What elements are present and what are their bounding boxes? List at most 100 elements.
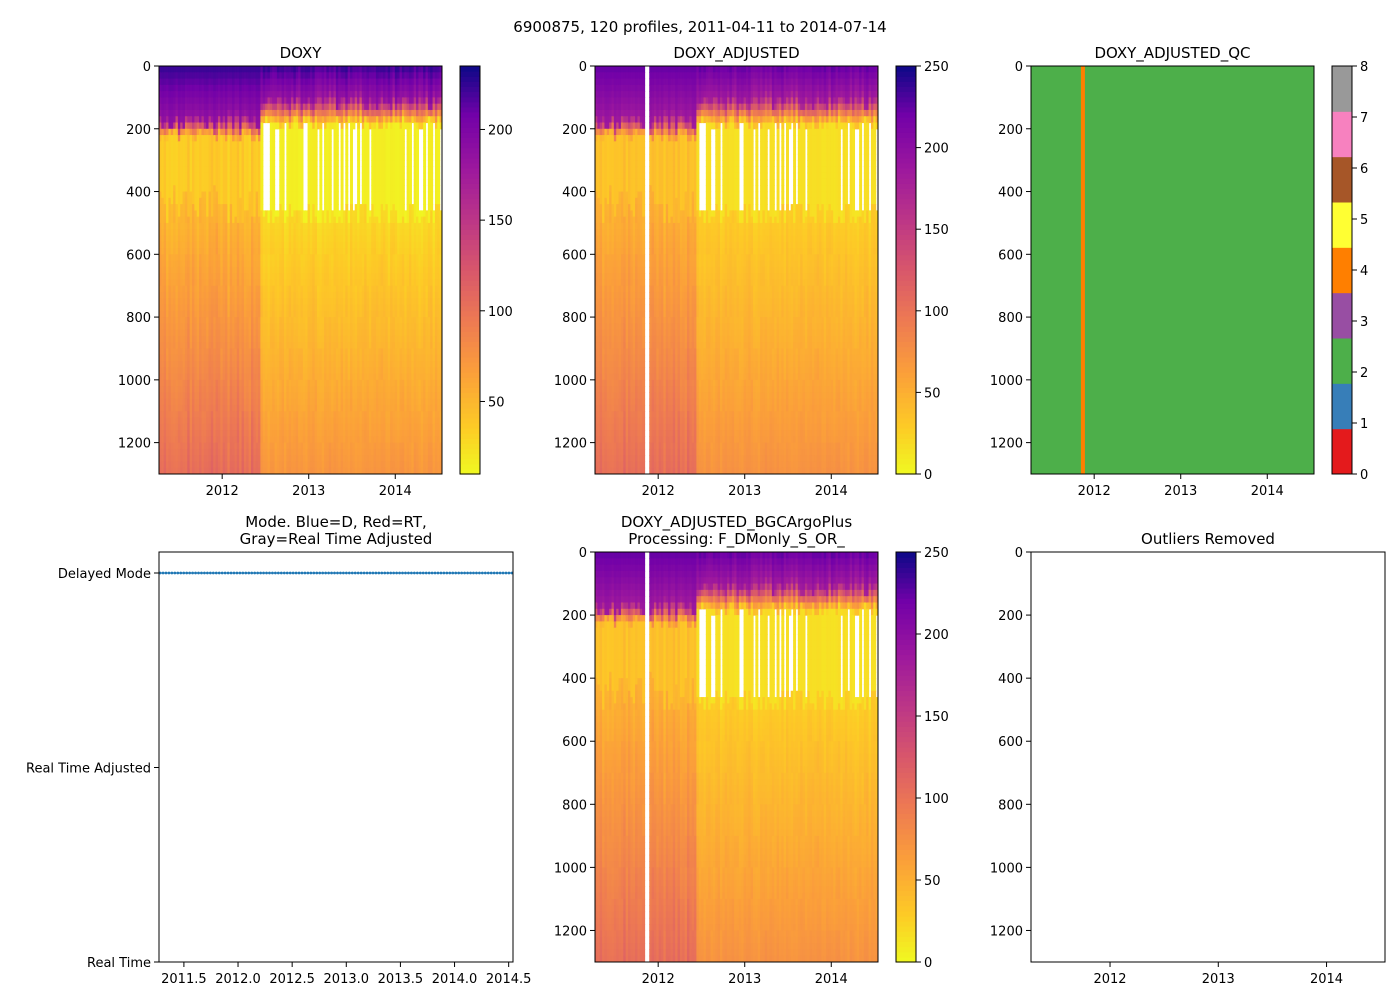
heatmap-cell: [307, 461, 311, 469]
heatmap-cell: [192, 260, 195, 268]
heatmap-cell: [201, 103, 205, 111]
heatmap-cell: [173, 348, 177, 356]
heatmap-cell: [338, 254, 342, 262]
heatmap-cell: [217, 66, 221, 73]
heatmap-cell: [326, 116, 330, 124]
heatmap-cell: [279, 379, 283, 387]
heatmap-cell: [272, 298, 276, 306]
heatmap-cell: [293, 91, 297, 98]
heatmap-cell: [319, 386, 323, 393]
heatmap-cell: [305, 398, 309, 406]
heatmap-cell: [184, 103, 188, 111]
heatmap-cell: [192, 66, 195, 73]
heatmap-cell: [312, 248, 316, 255]
heatmap-cell: [201, 430, 205, 437]
heatmap-cell: [307, 298, 311, 306]
heatmap-cell: [272, 122, 276, 130]
heatmap-cell: [319, 398, 323, 406]
heatmap-cell: [225, 72, 228, 80]
heatmap-cell: [321, 411, 325, 419]
heatmap-cell: [161, 191, 165, 199]
heatmap-cell: [317, 404, 320, 412]
heatmap-cell: [312, 191, 316, 199]
heatmap-cell: [210, 361, 214, 368]
heatmap-cell: [305, 404, 309, 412]
heatmap-cell: [281, 172, 285, 180]
heatmap-cell: [269, 448, 273, 456]
heatmap-cell: [295, 335, 299, 343]
heatmap-cell: [217, 260, 221, 268]
heatmap-cell: [234, 84, 238, 92]
heatmap-cell: [189, 467, 193, 474]
heatmap-cell: [180, 335, 184, 343]
heatmap-cell: [276, 285, 280, 293]
heatmap-cell: [295, 348, 299, 356]
heatmap-cell: [243, 241, 247, 249]
heatmap-cell: [305, 97, 309, 105]
heatmap-cell: [283, 323, 287, 331]
heatmap-cell: [187, 304, 191, 312]
heatmap-cell: [250, 229, 254, 237]
heatmap-cell: [180, 291, 184, 299]
heatmap-cell: [243, 91, 247, 98]
heatmap-cell: [187, 367, 191, 375]
heatmap-cell: [267, 266, 271, 274]
heatmap-cell: [161, 210, 165, 218]
heatmap-cell: [177, 348, 181, 356]
heatmap-cell: [227, 335, 231, 343]
heatmap-cell: [201, 91, 205, 98]
heatmap-cell: [189, 91, 193, 98]
heatmap-cell: [298, 147, 302, 155]
heatmap-cell: [177, 442, 181, 450]
heatmap-cell: [203, 78, 207, 86]
heatmap-cell: [168, 436, 172, 444]
heatmap-cell: [177, 285, 181, 293]
heatmap-cell: [338, 379, 342, 387]
heatmap-cell: [321, 84, 325, 92]
heatmap-cell: [225, 141, 228, 149]
heatmap-cell: [262, 348, 266, 356]
heatmap-cell: [239, 210, 243, 218]
heatmap-cell: [269, 116, 273, 124]
heatmap-cell: [159, 166, 162, 174]
heatmap-cell: [281, 285, 285, 293]
heatmap-cell: [234, 248, 238, 255]
heatmap-cell: [225, 298, 228, 306]
heatmap-cell: [161, 216, 165, 224]
heatmap-cell: [213, 116, 217, 124]
heatmap-cell: [248, 423, 252, 431]
heatmap-cell: [203, 248, 207, 255]
heatmap-cell: [274, 361, 278, 368]
heatmap-cell: [335, 411, 339, 419]
heatmap-cell: [267, 373, 271, 381]
heatmap-cell: [288, 392, 292, 400]
heatmap-cell: [175, 398, 179, 406]
heatmap-cell: [213, 467, 217, 474]
heatmap-cell: [319, 260, 323, 268]
heatmap-cell: [246, 404, 250, 412]
heatmap-cell: [331, 103, 335, 111]
heatmap-cell: [225, 216, 228, 224]
heatmap-cell: [210, 436, 214, 444]
heatmap-cell: [298, 285, 302, 293]
heatmap-cell: [239, 348, 243, 356]
heatmap-cell: [281, 141, 285, 149]
heatmap-cell: [272, 103, 276, 111]
heatmap-cell: [279, 392, 283, 400]
heatmap-cell: [312, 91, 316, 98]
heatmap-cell: [269, 417, 273, 425]
heatmap-cell: [324, 97, 328, 105]
heatmap-cell: [262, 229, 266, 237]
heatmap-cell: [288, 291, 292, 299]
heatmap-cell: [314, 135, 318, 142]
heatmap-cell: [314, 448, 318, 456]
heatmap-cell: [345, 97, 349, 105]
heatmap-cell: [208, 273, 212, 281]
heatmap-cell: [217, 109, 221, 117]
heatmap-cell: [283, 78, 287, 86]
heatmap-cell: [217, 291, 221, 299]
heatmap-cell: [286, 417, 290, 425]
heatmap-cell: [260, 436, 264, 444]
heatmap-cell: [246, 298, 250, 306]
heatmap-cell: [234, 310, 238, 318]
